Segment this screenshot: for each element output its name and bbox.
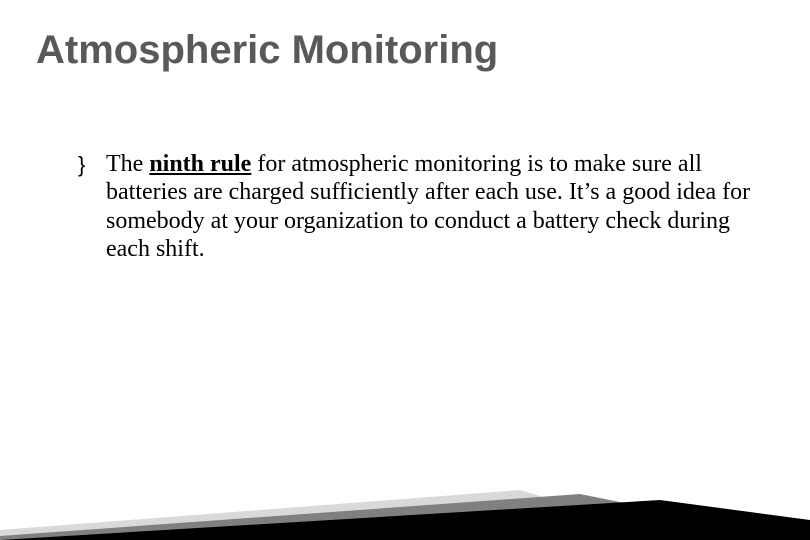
bullet-text: The ninth rule for atmospheric monitorin…	[106, 150, 770, 263]
decorative-wedge	[0, 460, 810, 540]
bullet-text-emphasis: ninth rule	[149, 151, 251, 177]
decor-poly-light	[0, 490, 560, 540]
bullet-text-prefix: The	[106, 151, 149, 177]
bullet-item: } The ninth rule for atmospheric monitor…	[78, 150, 770, 263]
slide-title: Atmospheric Monitoring	[36, 28, 498, 73]
bullet-marker-icon: }	[78, 150, 106, 180]
body-text-area: } The ninth rule for atmospheric monitor…	[78, 150, 770, 263]
slide: Atmospheric Monitoring } The ninth rule …	[0, 0, 810, 540]
decor-poly-mid	[0, 494, 640, 540]
decor-poly-dark	[0, 500, 810, 540]
